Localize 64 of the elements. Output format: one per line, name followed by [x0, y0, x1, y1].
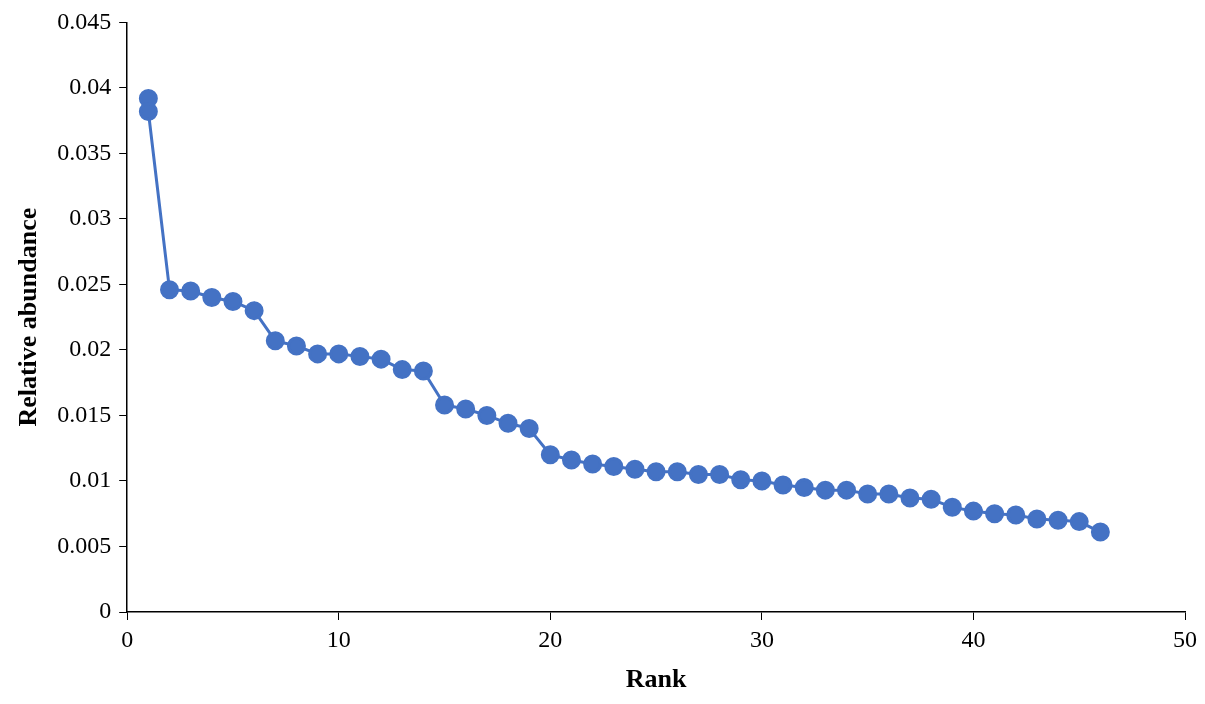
- point: [667, 462, 687, 482]
- x-tick-label: 10: [326, 625, 351, 652]
- point: [900, 488, 920, 508]
- point: [413, 361, 433, 381]
- y-tick-label: 0.005: [57, 531, 112, 558]
- y-tick-label: 0.03: [69, 204, 112, 231]
- point: [646, 462, 666, 482]
- point: [329, 344, 349, 364]
- point: [350, 347, 370, 367]
- point: [1090, 522, 1110, 542]
- point: [625, 459, 645, 479]
- x-tick-label: 30: [749, 625, 774, 652]
- y-tick-label: 0.04: [69, 73, 112, 100]
- point: [1027, 509, 1047, 529]
- point: [1006, 505, 1026, 525]
- point: [435, 395, 455, 415]
- point: [858, 484, 878, 504]
- point: [1069, 512, 1089, 532]
- point: [604, 457, 624, 477]
- x-tick-label: 50: [1173, 625, 1197, 652]
- point: [202, 288, 222, 308]
- point: [752, 471, 772, 491]
- point: [1048, 510, 1068, 530]
- x-tick-label: 0: [121, 625, 134, 652]
- point: [688, 464, 708, 484]
- x-tick-label: 40: [961, 625, 986, 652]
- point: [498, 413, 518, 433]
- point: [963, 501, 983, 521]
- point: [794, 478, 814, 498]
- point: [265, 331, 285, 351]
- point: [519, 419, 539, 439]
- y-tick-label: 0: [99, 597, 112, 624]
- point: [815, 480, 835, 500]
- point: [138, 102, 158, 121]
- point: [985, 504, 1005, 524]
- point: [942, 497, 962, 517]
- point: [392, 360, 412, 380]
- point: [583, 454, 603, 474]
- y-axis-title: Relative abundance: [13, 207, 43, 427]
- point: [456, 399, 476, 419]
- point: [837, 480, 856, 500]
- point: [477, 405, 497, 425]
- point: [308, 344, 328, 364]
- y-tick-label: 0.01: [69, 466, 112, 493]
- y-tick-label: 0.035: [57, 138, 112, 165]
- point: [286, 336, 306, 356]
- point: [710, 464, 730, 484]
- point: [181, 281, 201, 301]
- point: [540, 445, 560, 465]
- point: [371, 349, 391, 369]
- y-tick-label: 0.025: [57, 269, 112, 296]
- y-tick-label: 0.015: [57, 400, 112, 427]
- point: [160, 280, 180, 300]
- point: [223, 291, 243, 311]
- x-axis-title: Rank: [625, 664, 687, 694]
- y-tick-label: 0.045: [57, 7, 112, 34]
- x-tick-label: 20: [538, 625, 563, 652]
- point: [773, 475, 793, 495]
- point: [731, 470, 751, 490]
- point: [244, 301, 264, 321]
- point: [561, 450, 581, 470]
- y-tick-label: 0.02: [69, 335, 112, 362]
- point: [921, 489, 941, 509]
- point: [879, 484, 899, 504]
